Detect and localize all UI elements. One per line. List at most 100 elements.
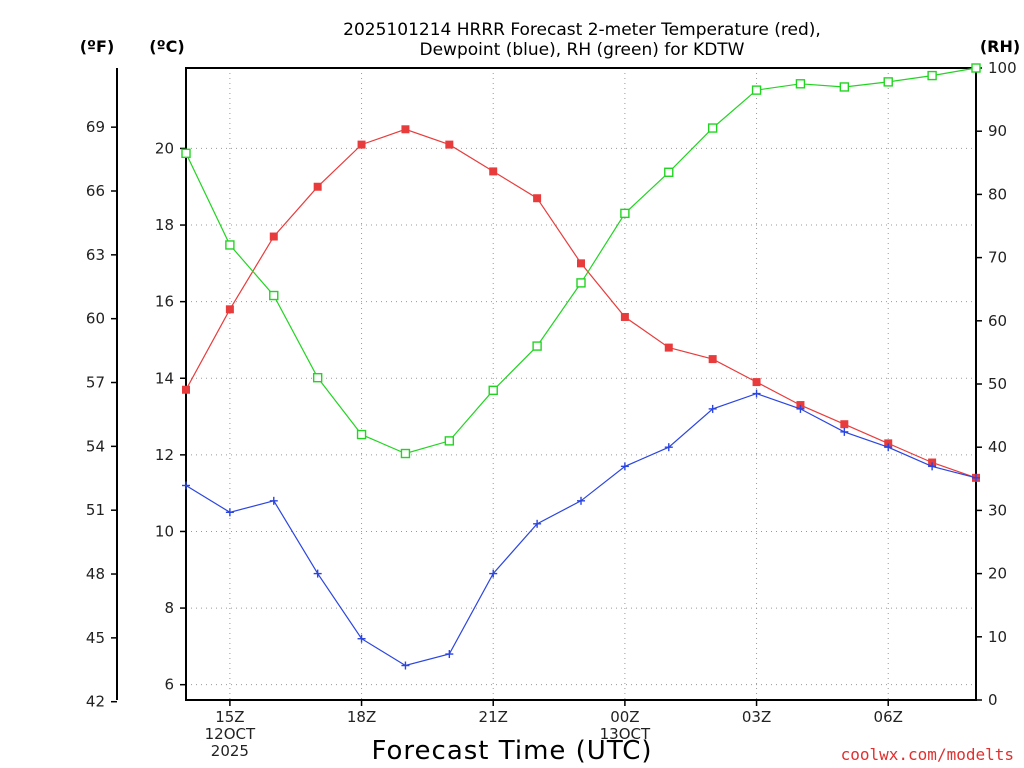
rh-tick-label: 70 [988, 249, 1007, 267]
temperature-point [357, 140, 366, 149]
temperature-point [664, 343, 673, 352]
credit-text: coolwx.com/modelts [841, 745, 1014, 764]
temperature-point [225, 305, 234, 314]
dewpoint-point [401, 661, 410, 670]
dewpoint-point [225, 508, 234, 517]
temperature-point [752, 378, 761, 387]
dewpoint-point [533, 519, 542, 528]
x-tick-label: 15Z [215, 708, 244, 726]
dewpoint-point [620, 462, 629, 471]
dewpoint-line [185, 392, 977, 667]
rh-tick-label: 20 [988, 565, 1007, 583]
fahrenheit-tick-label: 48 [86, 565, 105, 583]
rh-tick-label: 10 [988, 628, 1007, 646]
chart-title-line-2: Dewpoint (blue), RH (green) for KDTW [419, 40, 744, 60]
dewpoint-point [489, 569, 498, 578]
rh-point [181, 148, 191, 159]
rh-point [927, 70, 937, 81]
rh-point [488, 385, 498, 396]
rh-point [576, 278, 586, 288]
rh-point [400, 448, 411, 459]
rh-point [225, 240, 235, 250]
fahrenheit-tick-label: 45 [86, 629, 105, 647]
dewpoint-point [796, 404, 805, 413]
rh-point [839, 82, 850, 92]
x-tick-label: 2025 [211, 742, 249, 760]
x-tick-label: 12OCT [205, 725, 256, 743]
rh-point [971, 63, 981, 73]
x-tick-label: 03Z [742, 708, 771, 726]
dewpoint-point [577, 496, 585, 505]
fahrenheit-tick-label: 66 [86, 182, 105, 200]
dewpoint-point [840, 427, 849, 436]
rh-point [269, 290, 279, 301]
rh-point [883, 77, 893, 87]
chart-title-line-1: 2025101214 HRRR Forecast 2-meter Tempera… [343, 20, 821, 40]
rh-tick-label: 50 [988, 375, 1007, 393]
rh-tick-label: 90 [988, 122, 1007, 140]
temperature-point [533, 194, 542, 203]
dewpoint-point [269, 496, 278, 505]
temperature-point [620, 312, 629, 321]
rh-tick-label: 40 [988, 438, 1007, 456]
dewpoint-point [357, 634, 366, 643]
temperature-line [185, 128, 977, 479]
celsius-tick-label: 12 [155, 446, 174, 464]
rh-point [664, 167, 674, 177]
celsius-tick-label: 6 [164, 676, 174, 694]
rh-point [751, 85, 762, 95]
dewpoint-point [972, 473, 980, 482]
celsius-tick-label: 10 [155, 522, 174, 540]
rh-point [312, 372, 323, 383]
temperature-point [269, 232, 278, 241]
data-series [181, 63, 981, 670]
celsius-axis-unit: (ºC) [149, 37, 184, 56]
rh-point [707, 123, 718, 133]
celsius-tick-label: 18 [155, 216, 174, 234]
dewpoint-point [928, 462, 937, 471]
rh-tick-label: 0 [988, 691, 998, 709]
rh-point [444, 436, 455, 446]
rh-tick-label: 100 [988, 59, 1017, 77]
rh-tick-label: 60 [988, 312, 1007, 330]
fahrenheit-tick-label: 54 [86, 437, 105, 455]
fahrenheit-tick-label: 57 [86, 374, 105, 392]
rh-tick-label: 80 [988, 185, 1007, 203]
temperature-point [401, 125, 410, 134]
dewpoint-point [708, 404, 717, 413]
grid-lines [186, 68, 976, 700]
plot-frame [185, 67, 977, 701]
axes: 42 45 48 51 54 57 60 63 66 69 6 8 10 12 14 16 18 20 0 10 20 3… [86, 59, 1017, 760]
rh-point [795, 79, 806, 89]
rh-point [356, 429, 367, 440]
dewpoint-point [313, 569, 322, 578]
dewpoint-point [182, 481, 190, 490]
rh-point [532, 341, 542, 351]
temperature-point [313, 182, 322, 191]
celsius-tick-label: 14 [155, 369, 174, 387]
rh-tick-label: 30 [988, 501, 1007, 519]
fahrenheit-tick-label: 42 [86, 693, 105, 711]
celsius-tick-label: 20 [155, 139, 174, 157]
x-axis-label: Forecast Time (UTC) [371, 736, 652, 766]
fahrenheit-tick-label: 63 [86, 246, 105, 264]
x-tick-label: 18Z [347, 708, 376, 726]
temperature-point [840, 420, 849, 429]
fahrenheit-axis-unit: (ºF) [80, 37, 115, 56]
rh-axis-unit: (RH) [980, 37, 1020, 56]
x-tick-label: 21Z [479, 708, 508, 726]
dewpoint-point [884, 443, 893, 452]
dewpoint-point [752, 389, 761, 398]
x-tick-label: 06Z [874, 708, 903, 726]
dewpoint-point [445, 650, 454, 659]
fahrenheit-tick-label: 60 [86, 310, 105, 328]
fahrenheit-tick-label: 69 [86, 118, 105, 136]
celsius-tick-label: 16 [155, 293, 174, 311]
temperature-point [489, 167, 498, 176]
temperature-point [708, 355, 717, 364]
celsius-tick-label: 8 [164, 599, 174, 617]
x-tick-label: 00Z [610, 708, 639, 726]
dewpoint-point [664, 443, 673, 452]
rh-point [620, 208, 630, 219]
